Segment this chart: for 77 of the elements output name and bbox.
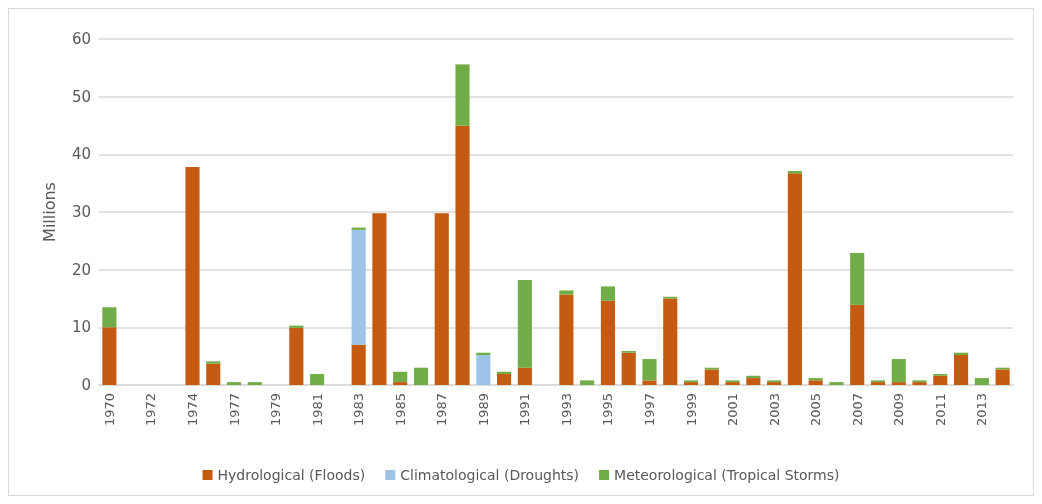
x-tick-label: 1995 — [600, 393, 616, 427]
bar — [393, 371, 408, 383]
bar — [954, 355, 969, 385]
bar — [808, 380, 823, 385]
y-tick-label: 0 — [81, 376, 91, 394]
x-tick-label: 1985 — [392, 393, 408, 427]
y-tick-label: 30 — [71, 203, 91, 221]
x-tick-label: 2001 — [725, 393, 741, 427]
bar — [704, 369, 719, 385]
x-tick-label: 2005 — [808, 393, 824, 427]
x-tick-label: 1991 — [517, 393, 533, 427]
x-tick-label: 2013 — [974, 393, 990, 427]
bar — [621, 352, 636, 385]
y-tick-label: 10 — [71, 318, 91, 337]
bar — [974, 378, 989, 385]
bar — [600, 300, 615, 385]
bar — [434, 213, 449, 385]
x-tick-label: 1999 — [683, 393, 699, 427]
x-tick-label: 2011 — [932, 393, 948, 427]
x-tick-label: 1970 — [101, 393, 117, 427]
bar — [559, 294, 574, 385]
x-tick-label: 1974 — [184, 393, 200, 427]
legend-label: Hydrological (Floods) — [217, 467, 366, 483]
bar — [559, 290, 574, 295]
bar — [455, 64, 470, 126]
legend-label: Climatological (Droughts) — [400, 467, 580, 483]
y-axis-title: Millions — [39, 182, 59, 242]
bar — [247, 382, 262, 385]
bar — [850, 304, 865, 385]
x-tick-label: 1993 — [558, 393, 574, 427]
x-tick-label: 1977 — [226, 393, 242, 427]
bar — [517, 280, 532, 368]
bar — [829, 382, 844, 385]
bar — [476, 355, 491, 385]
bar — [891, 382, 906, 385]
x-tick-label: 2009 — [891, 393, 907, 427]
bar — [372, 213, 387, 385]
bar — [746, 378, 761, 385]
x-tick-label: 1981 — [309, 393, 325, 427]
x-tick-label: 1979 — [268, 393, 284, 427]
bar — [102, 307, 117, 328]
bar — [455, 125, 470, 385]
x-tick-label: 2007 — [849, 393, 865, 427]
x-tick-label: 1987 — [434, 393, 450, 427]
y-tick-label: 40 — [71, 145, 91, 164]
bar — [102, 327, 117, 385]
bar — [787, 173, 802, 385]
bar — [580, 380, 595, 385]
x-tick-label: 1972 — [143, 393, 159, 427]
bar — [185, 167, 200, 385]
y-tick-label: 50 — [71, 87, 91, 106]
bar — [289, 327, 304, 385]
bar — [663, 298, 678, 385]
x-tick-label: 1997 — [641, 393, 657, 427]
bar — [413, 367, 429, 385]
bar — [351, 229, 366, 345]
bar — [995, 369, 1010, 385]
bar — [850, 252, 865, 305]
y-tick-label: 20 — [71, 260, 91, 279]
bar — [497, 374, 512, 385]
bar — [517, 367, 532, 385]
bar — [891, 359, 906, 383]
bar — [600, 286, 615, 301]
x-tick-label: 2003 — [766, 393, 782, 427]
x-tick-label: 1983 — [351, 393, 367, 427]
bar — [393, 382, 408, 385]
bar — [206, 363, 221, 385]
bar — [642, 380, 657, 385]
bar — [206, 361, 221, 364]
bar — [933, 375, 948, 385]
bar — [642, 359, 657, 381]
x-tick-label: 1989 — [475, 393, 491, 427]
bar — [226, 382, 242, 385]
y-tick-label: 60 — [71, 30, 91, 48]
legend-label: Meteorological (Tropical Storms) — [614, 467, 840, 483]
bar — [310, 374, 325, 385]
bar — [351, 344, 366, 385]
